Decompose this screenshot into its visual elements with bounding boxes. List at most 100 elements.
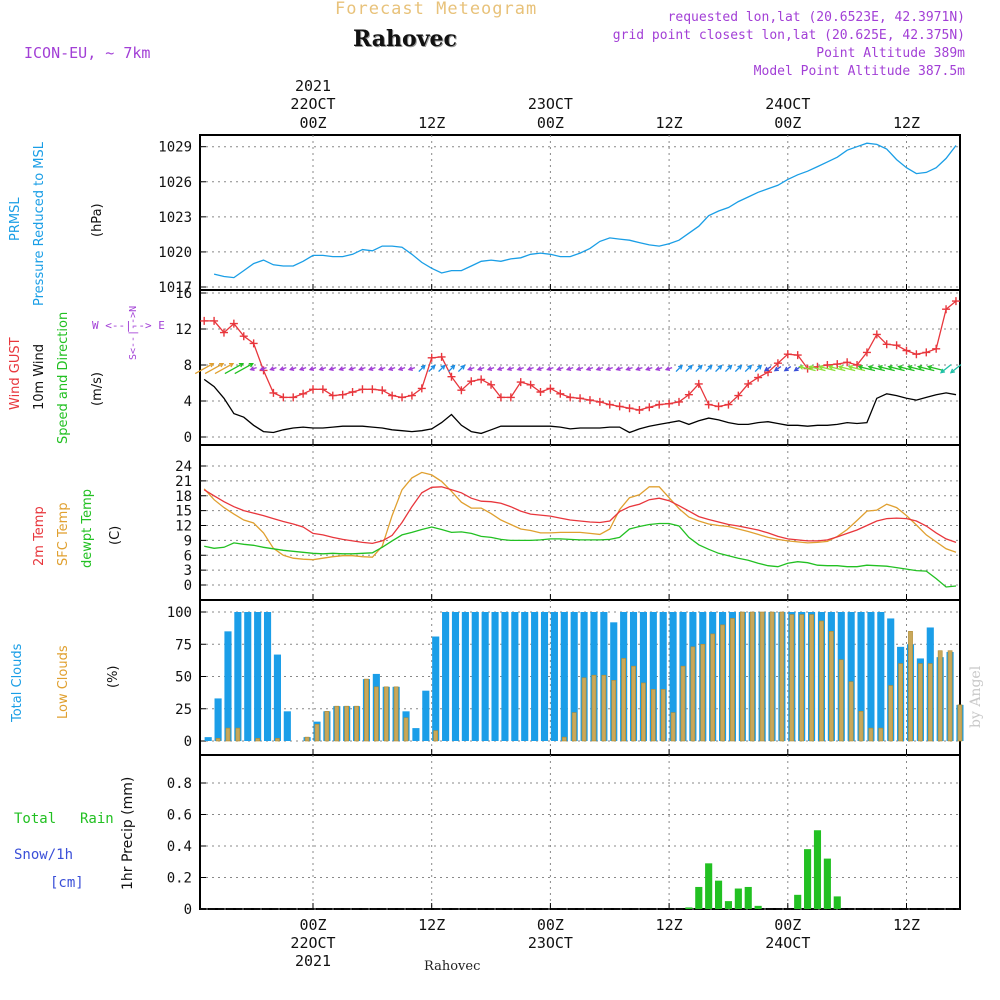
- point-altitude: Point Altitude 389m: [816, 46, 965, 61]
- low-cloud-bar: [670, 712, 676, 742]
- wind-direction-arrow: [418, 365, 426, 373]
- bottom-time-label: 12Z: [893, 916, 920, 934]
- wind-direction-arrowhead: [827, 364, 834, 370]
- wind-direction-arrow: [799, 365, 816, 372]
- wind-direction-arrow: [950, 364, 962, 374]
- low-cloud-bar: [937, 650, 943, 742]
- wind-direction-arrow: [234, 363, 254, 375]
- low-cloud-bar: [235, 727, 241, 742]
- gust-line-marker: [487, 380, 496, 389]
- low-cloud-bar: [314, 723, 320, 742]
- wind-direction-arrowhead: [763, 366, 770, 372]
- gust-line-marker: [615, 402, 624, 411]
- wind-direction-arrowhead: [773, 366, 779, 372]
- low-cloud-bar: [571, 712, 577, 742]
- y-tick-label: 15: [175, 504, 192, 520]
- wind-direction-arrowhead: [737, 364, 743, 370]
- wind-direction-arrow: [214, 363, 234, 375]
- low-cloud-bar: [779, 611, 785, 742]
- gust-line-marker: [368, 385, 377, 394]
- gust-line-marker: [328, 391, 337, 400]
- wind-direction-arrowhead: [308, 366, 315, 371]
- total-cloud-bar: [501, 612, 509, 741]
- gust-line-marker: [269, 388, 278, 397]
- gust-line-marker: [219, 328, 228, 337]
- low-cloud-bar: [739, 611, 745, 742]
- total-cloud-bar: [847, 612, 855, 741]
- wind-direction-arrow: [675, 365, 683, 373]
- wind-direction-arrowhead: [808, 364, 814, 370]
- low-cloud-bar: [957, 704, 963, 742]
- gust-line-marker: [704, 400, 713, 409]
- temp-sfc-label: SFC Temp: [56, 502, 71, 566]
- clouds-low-label: Low Clouds: [56, 645, 71, 719]
- rain-bar: [685, 907, 693, 909]
- wind-direction-arrow: [428, 365, 436, 373]
- footer-station: Rahovec: [424, 959, 481, 974]
- wind-direction-arrowhead: [298, 366, 305, 371]
- wind-direction-arrowhead: [546, 366, 552, 371]
- low-cloud-bar: [868, 727, 874, 742]
- low-cloud-bar: [947, 650, 953, 742]
- gust-line-marker: [427, 353, 436, 362]
- wind-direction-arrowhead: [440, 364, 446, 370]
- wind-direction-arrow: [888, 365, 905, 372]
- top-date-label: 22OCT: [290, 95, 335, 113]
- gust-line-marker: [922, 348, 931, 357]
- total-cloud-bar: [273, 654, 281, 741]
- precip-axis-label: 1hr Precip (mm): [120, 776, 136, 890]
- total-cloud-bar: [263, 612, 272, 741]
- total-cloud-bar: [422, 690, 430, 741]
- wind-direction-arrowhead: [677, 364, 683, 370]
- wind-direction-arrowhead: [288, 366, 295, 371]
- gust-line-marker: [200, 316, 209, 325]
- wind-direction-arrowhead: [877, 364, 883, 370]
- wind-direction-arrowhead: [697, 364, 703, 370]
- dewpt-temp-line: [204, 522, 957, 588]
- total-cloud-bar: [204, 737, 212, 741]
- low-cloud-bar: [324, 711, 330, 742]
- low-cloud-bar: [749, 611, 755, 742]
- wind-direction-arrowhead: [516, 366, 522, 371]
- wind-direction-arrowhead: [926, 364, 933, 370]
- wind-direction-arrowhead: [575, 366, 582, 371]
- gust-line-marker: [862, 348, 871, 357]
- low-cloud-bar: [848, 681, 854, 742]
- wind-direction-arrow: [819, 365, 836, 372]
- total-cloud-bar: [669, 612, 677, 741]
- wind-direction-arrow: [838, 365, 856, 372]
- gust-line-marker: [378, 386, 387, 395]
- wind-direction-arrowhead: [949, 368, 956, 374]
- rain-bar: [744, 886, 752, 909]
- low-cloud-bar: [838, 659, 844, 742]
- low-cloud-bar: [403, 717, 409, 742]
- y-tick-label: 0: [184, 578, 192, 594]
- total-cloud-bar: [461, 612, 469, 741]
- total-cloud-bar: [857, 612, 865, 741]
- y-tick-label: 0: [184, 902, 192, 918]
- gust-line-marker: [853, 361, 862, 369]
- wind-direction-arrow: [940, 364, 952, 374]
- gust-line-marker: [714, 402, 723, 411]
- gust-line-marker: [585, 396, 594, 405]
- precip-total-label: Total: [14, 811, 57, 827]
- wind-direction-arrow: [705, 365, 713, 373]
- total-cloud-bar: [877, 612, 885, 741]
- y-tick-label: 1020: [158, 245, 192, 261]
- wind-direction-arrowhead: [793, 366, 799, 372]
- wind-direction-arrow: [734, 365, 742, 373]
- gust-line-marker: [645, 403, 654, 412]
- y-tick-label: 0.4: [167, 839, 192, 855]
- bottom-date-label: 22OCT: [290, 934, 335, 952]
- top-time-label: 12Z: [893, 114, 920, 132]
- wind-direction-arrow: [878, 365, 895, 372]
- top-time-label: 00Z: [774, 114, 801, 132]
- wind-direction-arrowhead: [717, 364, 723, 370]
- wind-direction-arrow: [908, 365, 925, 372]
- wind-direction-arrowhead: [420, 364, 426, 370]
- gust-line-marker: [388, 391, 397, 400]
- gust-line-marker: [279, 393, 288, 402]
- low-cloud-bar: [601, 674, 607, 742]
- gust-line-marker: [882, 340, 891, 349]
- top-year-label: 2021: [295, 77, 331, 95]
